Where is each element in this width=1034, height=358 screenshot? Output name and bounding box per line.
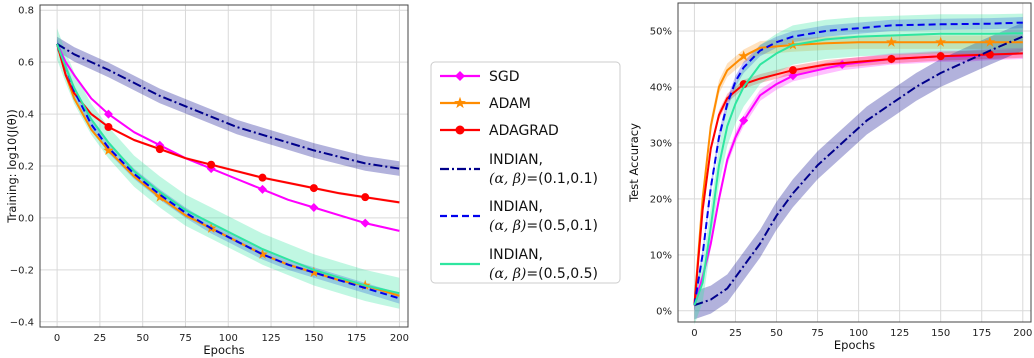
series-marker-0 <box>739 116 749 126</box>
series-marker-0 <box>103 109 113 119</box>
x-tick-label: 100 <box>219 333 238 344</box>
y-tick-label: −0.2 <box>10 265 34 276</box>
training-loss-chart: 0 25 50 75 100 125 150 175 200 −0.4 −0.2 0.0 0.2 0.4 0… <box>5 4 409 357</box>
test-accuracy-chart: 0 25 50 75 100 125 150 175 200 0% 10% 20% 30% 40% 50% E… <box>627 2 1032 352</box>
series-line-3 <box>56 43 400 170</box>
series-marker-1 <box>935 36 946 47</box>
legend-label-params: (α, β)=(0.5,0.5) <box>489 266 598 282</box>
x-tick-label: 150 <box>304 333 323 344</box>
y-axis-title: Test Accuracy <box>627 123 641 203</box>
series-marker-0 <box>788 71 798 81</box>
series-marker-0 <box>360 218 370 228</box>
x-tick-label: 25 <box>729 328 742 339</box>
x-tick-label: 0 <box>691 328 697 339</box>
x-tick-label: 75 <box>811 328 824 339</box>
y-tick-label: 0.8 <box>18 6 34 17</box>
series-marker-2 <box>155 145 164 154</box>
legend-param-values: =(0.5,0.5) <box>526 266 598 282</box>
y-tick-label: 30% <box>650 138 672 149</box>
series-line-1 <box>693 41 1023 306</box>
series-marker-0 <box>309 203 319 213</box>
x-tick-label: 175 <box>347 333 366 344</box>
y-tick-label: 0.0 <box>18 213 34 224</box>
series-line-3 <box>694 35 1024 307</box>
y-tick-label: 0.4 <box>18 110 34 121</box>
y-axis-title: Training: log10(J(θ)) <box>5 109 19 223</box>
y-tick-label: 50% <box>650 26 672 37</box>
legend-label: INDIAN, <box>489 152 543 168</box>
series-marker-2 <box>104 123 113 132</box>
y-tick-label: 10% <box>650 250 672 261</box>
x-tick-label: 50 <box>136 333 149 344</box>
legend-param-values: =(0.5,0.1) <box>526 218 598 234</box>
legend-label: ADAM <box>489 96 531 112</box>
x-tick-label: 125 <box>890 328 909 339</box>
series-marker-1 <box>738 50 749 61</box>
series-marker-1 <box>886 36 897 47</box>
x-axis-title: Epochs <box>834 338 875 352</box>
legend-math: (α, β) <box>489 218 526 234</box>
legend-label: INDIAN, <box>489 247 543 263</box>
series-line-5 <box>693 32 1023 306</box>
y-tick-label: 20% <box>650 194 672 205</box>
series-marker-1 <box>103 144 114 155</box>
series-marker-2 <box>309 184 318 193</box>
series-band-3 <box>57 36 400 176</box>
series-line-4 <box>56 43 400 300</box>
x-tick-label: 200 <box>390 333 409 344</box>
legend-marker <box>455 71 465 81</box>
legend-label: ADAGRAD <box>489 123 559 139</box>
series-marker-1 <box>984 36 996 47</box>
series-marker-2 <box>936 52 945 61</box>
legend-marker <box>455 125 465 135</box>
legend-math: (α, β) <box>489 266 526 282</box>
series-marker-2 <box>739 80 748 89</box>
legend-math: (α, β) <box>489 171 526 187</box>
x-tick-label: 50 <box>770 328 783 339</box>
series-marker-2 <box>258 173 267 182</box>
x-tick-label: 150 <box>931 328 950 339</box>
series-line-2 <box>693 52 1023 306</box>
series-band-5 <box>694 13 1023 325</box>
series-line-0 <box>56 43 400 232</box>
x-tick-label: 125 <box>262 333 281 344</box>
x-tick-label: 75 <box>179 333 192 344</box>
x-tick-label: 25 <box>94 333 107 344</box>
legend-label: INDIAN, <box>489 199 543 215</box>
series-marker-2 <box>887 54 896 63</box>
legend-label-params: (α, β)=(0.1,0.1) <box>489 171 598 187</box>
plot-frame <box>677 2 1032 323</box>
series-marker-1 <box>154 191 166 202</box>
series-line-1 <box>56 43 400 297</box>
legend-box <box>430 61 621 284</box>
y-tick-label: 0.6 <box>18 58 34 69</box>
series-marker-2 <box>361 193 370 202</box>
legend-label: SGD <box>489 69 520 85</box>
y-tick-label: 0% <box>656 306 672 317</box>
y-tick-label: 40% <box>650 82 672 93</box>
x-axis-title: Epochs <box>203 343 244 357</box>
legend-marker <box>454 96 466 109</box>
series-marker-0 <box>258 184 268 194</box>
y-tick-label: −0.4 <box>10 317 34 328</box>
series-marker-2 <box>788 66 797 75</box>
series-line-4 <box>693 21 1023 306</box>
legend-label-params: (α, β)=(0.5,0.1) <box>489 218 598 234</box>
x-tick-label: 0 <box>54 333 60 344</box>
x-tick-label: 200 <box>1013 328 1032 339</box>
x-tick-label: 100 <box>849 328 868 339</box>
x-tick-label: 175 <box>972 328 991 339</box>
series-line-5 <box>56 43 400 295</box>
legend-param-values: =(0.1,0.1) <box>526 171 598 187</box>
series-marker-1 <box>257 248 268 259</box>
series-marker-2 <box>207 160 216 169</box>
y-tick-label: 0.2 <box>18 162 34 173</box>
plot-frame <box>39 4 409 328</box>
series-marker-1 <box>308 266 320 277</box>
